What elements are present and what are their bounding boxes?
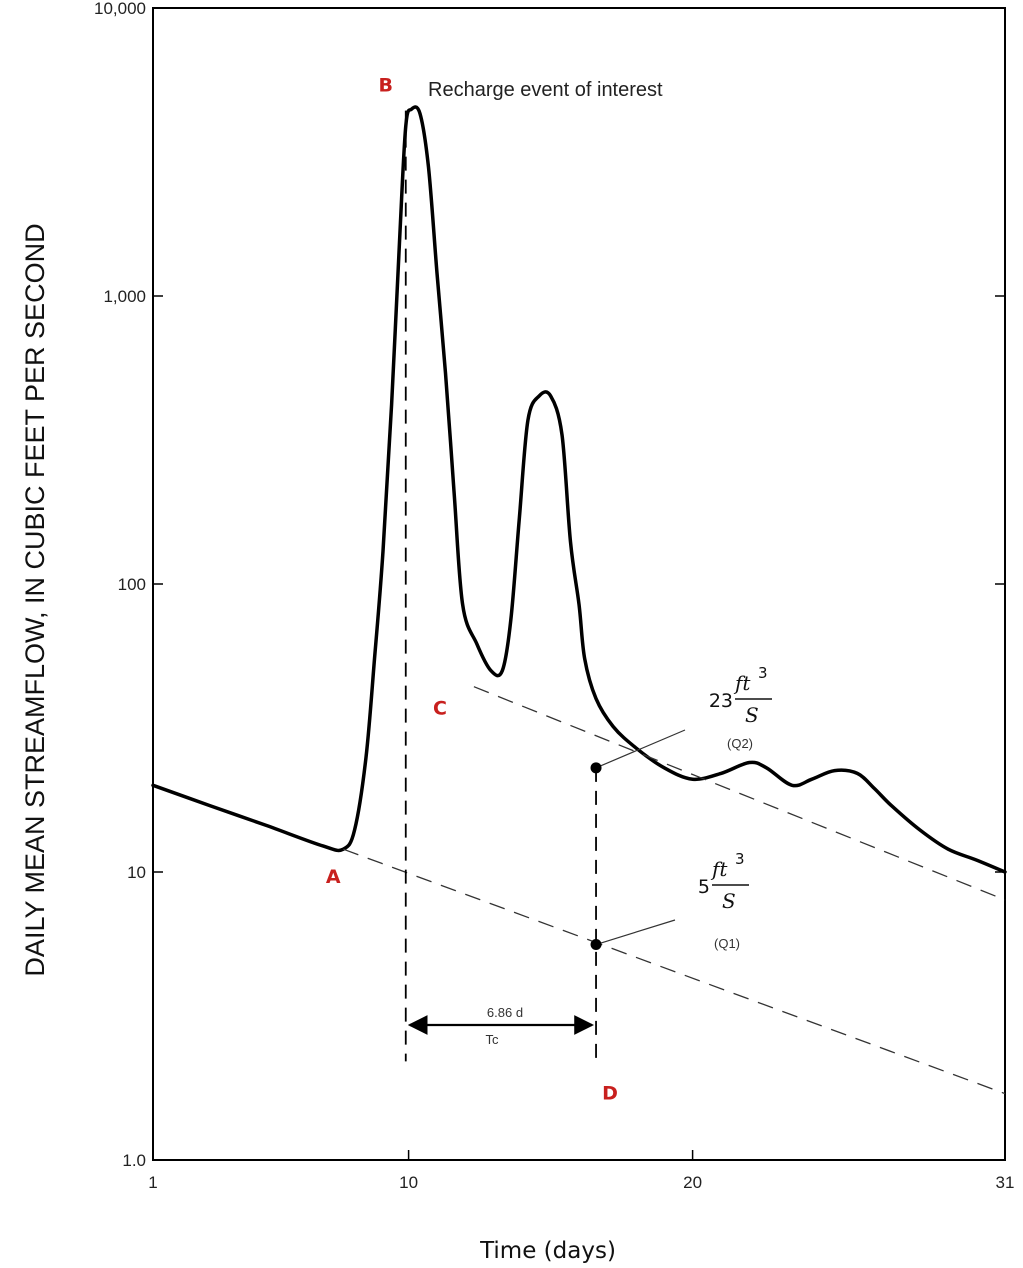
x-tick-label: 20 bbox=[683, 1173, 702, 1192]
q2-unit-top: ft bbox=[733, 671, 751, 695]
leader-line bbox=[595, 919, 676, 946]
x-tick-label: 10 bbox=[399, 1173, 418, 1192]
q1-unit-exp: 3 bbox=[735, 850, 745, 868]
series-layer bbox=[151, 105, 1007, 1095]
data-marker bbox=[590, 762, 602, 774]
point-label-d: D bbox=[602, 1082, 618, 1104]
data-marker bbox=[590, 939, 602, 951]
hydrograph-line bbox=[151, 105, 1007, 874]
q1-name: (Q1) bbox=[714, 936, 740, 951]
annotation-layer: A B C D bbox=[326, 74, 686, 1104]
recession-line bbox=[343, 848, 1006, 1095]
q2-annotation: 23 ft 3 S (Q2) bbox=[709, 664, 772, 751]
interval-value-label: 6.86 d bbox=[487, 1005, 523, 1020]
point-label-a: A bbox=[326, 866, 341, 888]
q1-annotation: 5 ft 3 S (Q1) bbox=[698, 850, 749, 951]
axes: 1.0 10 100 1,000 10,000 1 10 20 31 bbox=[94, 0, 1014, 1192]
x-tick-label: 1 bbox=[148, 1173, 157, 1192]
y-tick-label: 1,000 bbox=[103, 287, 146, 306]
leader-line bbox=[595, 729, 686, 769]
x-axis-label: Time (days) bbox=[479, 1238, 616, 1264]
x-tick-label: 31 bbox=[996, 1173, 1015, 1192]
y-tick-label: 100 bbox=[118, 575, 146, 594]
y-axis-label: DAILY MEAN STREAMFLOW, IN CUBIC FEET PER… bbox=[20, 223, 50, 976]
q1-value: 5 bbox=[698, 876, 710, 898]
q1-unit-bottom: S bbox=[722, 889, 736, 913]
point-label-b: B bbox=[379, 74, 393, 96]
interval-name-label: Tc bbox=[486, 1032, 500, 1047]
y-tick-label: 10,000 bbox=[94, 0, 146, 18]
plot-frame bbox=[152, 7, 1006, 1161]
y-tick-label: 1.0 bbox=[122, 1151, 146, 1170]
point-label-c: C bbox=[433, 698, 447, 720]
q2-name: (Q2) bbox=[727, 736, 753, 751]
q2-unit-bottom: S bbox=[745, 703, 759, 727]
q1-unit-top: ft bbox=[710, 857, 728, 881]
event-label: Recharge event of interest bbox=[428, 79, 663, 101]
y-tick-label: 10 bbox=[127, 863, 146, 882]
q2-unit-exp: 3 bbox=[758, 664, 768, 682]
q2-value: 23 bbox=[709, 690, 733, 712]
recession-line bbox=[473, 686, 1006, 901]
